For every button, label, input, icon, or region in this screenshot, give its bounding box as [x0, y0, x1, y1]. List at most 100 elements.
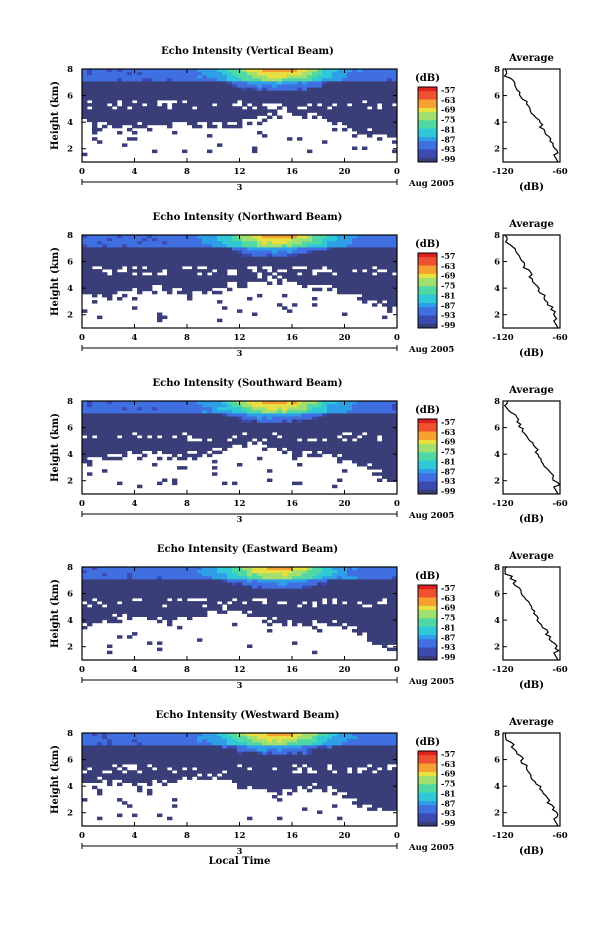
heatmap-cell	[252, 573, 258, 577]
heatmap-cell	[122, 585, 128, 590]
heatmap-cell	[302, 90, 308, 95]
heatmap-cell	[82, 607, 88, 611]
heatmap-cell	[367, 447, 373, 451]
heatmap-cell	[257, 84, 263, 88]
heatmap-cell	[367, 244, 373, 248]
heatmap-cell	[357, 456, 363, 461]
heatmap-cell	[257, 72, 263, 76]
heatmap-cell	[362, 567, 368, 571]
heatmap-cell	[327, 69, 333, 73]
heatmap-cell	[117, 106, 123, 110]
heatmap-cell	[327, 422, 333, 427]
heatmap-cell	[222, 610, 228, 614]
heatmap-cell	[167, 567, 173, 571]
heatmap-cell	[352, 96, 358, 101]
heatmap-cell	[252, 604, 258, 608]
heatmap-cell	[297, 613, 303, 617]
y-axis-label: Height (km)	[50, 413, 61, 482]
heatmap-cell	[297, 100, 303, 104]
heatmap-cell	[362, 244, 368, 248]
heatmap-cell	[97, 118, 103, 123]
heatmap-cell	[182, 235, 188, 239]
heatmap-cell	[172, 278, 178, 282]
heatmap-cell	[352, 610, 358, 614]
heatmap-cell	[287, 616, 293, 621]
heatmap-cell	[342, 103, 348, 107]
heatmap-cell	[327, 241, 333, 245]
heatmap-cell	[97, 69, 103, 73]
heatmap-cell	[352, 134, 358, 138]
heatmap-cell	[242, 84, 248, 88]
heatmap-cell	[177, 235, 183, 239]
heatmap-cell	[122, 428, 128, 433]
heatmap-cell	[347, 266, 353, 270]
heatmap-cell	[157, 253, 163, 258]
heatmap-cell	[107, 613, 113, 617]
heatmap-cell	[157, 312, 163, 316]
heatmap-cell	[307, 428, 313, 433]
heatmap-cell	[142, 419, 148, 424]
heatmap-cell	[182, 613, 188, 617]
heatmap-cell	[267, 93, 273, 98]
heatmap-cell	[132, 585, 138, 590]
heatmap-cell	[347, 278, 353, 282]
heatmap-cell	[382, 610, 388, 614]
heatmap-cell	[167, 604, 173, 608]
heatmap-cell	[252, 90, 258, 95]
heatmap-cell	[82, 447, 88, 451]
heatmap-cell	[137, 118, 143, 123]
heatmap-cell	[282, 579, 288, 583]
heatmap-cell	[227, 241, 233, 245]
heatmap-cell	[97, 754, 103, 759]
heatmap-cell	[247, 96, 253, 101]
heatmap-cell	[162, 238, 168, 242]
heatmap-cell	[272, 573, 278, 577]
heatmap-cell	[197, 582, 203, 586]
heatmap-cell	[297, 419, 303, 424]
heatmap-cell	[142, 275, 148, 279]
heatmap-cell	[252, 594, 258, 599]
heatmap-cell	[192, 579, 198, 583]
heatmap-cell	[232, 579, 238, 583]
heatmap-cell	[227, 253, 233, 258]
heatmap-cell	[97, 610, 103, 614]
heatmap-cell	[102, 401, 108, 405]
heatmap-cell	[272, 401, 278, 405]
avg-y-tick-label: 8	[494, 65, 500, 75]
heatmap-cell	[92, 422, 98, 427]
heatmap-cell	[132, 250, 138, 254]
heatmap-cell	[177, 428, 183, 433]
heatmap-cell	[207, 84, 213, 88]
heatmap-cell	[307, 410, 313, 414]
heatmap-cell	[127, 244, 133, 248]
heatmap-cell	[162, 253, 168, 258]
heatmap-cell	[267, 432, 273, 436]
heatmap-cell	[82, 604, 88, 608]
heatmap-cell	[112, 570, 118, 574]
heatmap-cell	[307, 259, 313, 264]
heatmap-cell	[102, 425, 108, 430]
heatmap-cell	[207, 447, 213, 451]
heatmap-cell	[182, 466, 188, 470]
heatmap-cell	[377, 281, 383, 285]
heatmap-cell	[307, 149, 313, 154]
heatmap-cell	[142, 598, 148, 602]
x-tick-label: 4	[132, 499, 138, 509]
avg-x-label: (dB)	[519, 348, 544, 359]
heatmap-cell	[387, 103, 393, 107]
heatmap-cell	[332, 253, 338, 258]
heatmap-cell	[327, 84, 333, 88]
heatmap-cell	[147, 278, 153, 282]
heatmap-cell	[337, 447, 343, 451]
average-profile-line	[503, 400, 562, 495]
heatmap-cell	[87, 742, 93, 746]
heatmap-cell	[227, 576, 233, 580]
heatmap-cell	[267, 244, 273, 248]
heatmap-cell	[222, 103, 228, 107]
heatmap-cell	[122, 450, 128, 455]
heatmap-cell	[262, 432, 268, 436]
heatmap-cell	[162, 616, 168, 621]
heatmap-cell	[357, 235, 363, 239]
heatmap-cell	[312, 432, 318, 436]
heatmap-cell	[212, 594, 218, 599]
